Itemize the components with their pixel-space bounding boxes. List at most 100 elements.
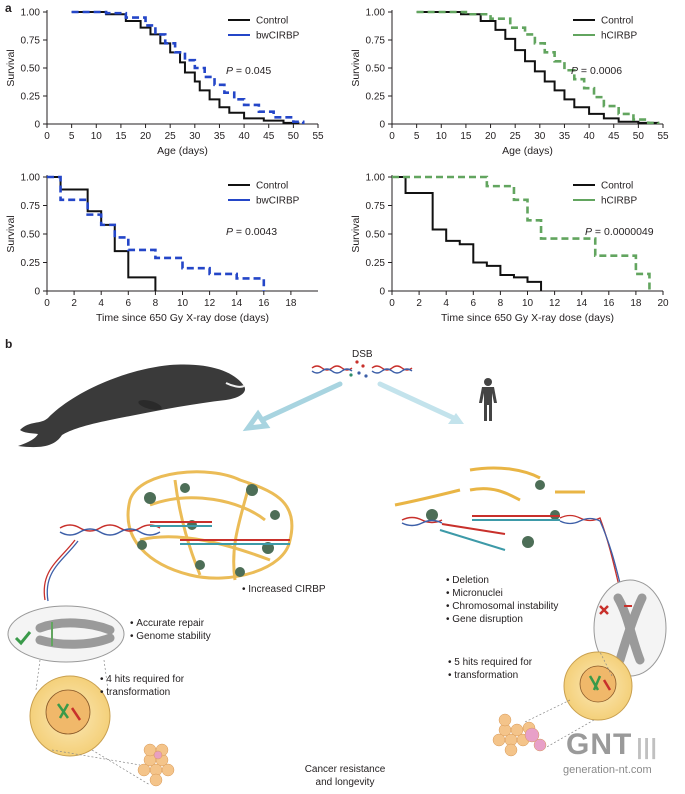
p-value-annotation: P = 0.045	[226, 65, 271, 77]
x-axis-label: Age (days)	[502, 145, 553, 157]
x-tick-label: 0	[44, 298, 50, 309]
y-tick-label: 0.50	[366, 64, 386, 75]
schematic-illustration: DSB	[7, 349, 667, 787]
watermark-logo: GNT |||	[566, 728, 658, 761]
x-axis-label: Time since 650 Gy X-ray dose (days)	[441, 312, 614, 324]
x-tick-label: 10	[177, 298, 189, 309]
bowhead-whale-image	[18, 364, 246, 448]
legend-entry: hCIRBP	[601, 196, 637, 207]
x-tick-label: 2	[416, 298, 422, 309]
x-tick-label: 30	[534, 131, 546, 142]
x-axis-label: Time since 650 Gy X-ray dose (days)	[96, 312, 269, 324]
series-line-hcirbp	[392, 175, 651, 291]
x-tick-label: 35	[214, 131, 226, 142]
p-value-annotation: P = 0.0006	[571, 65, 622, 77]
whale-hits-line: 4 hits required for	[100, 673, 184, 686]
whale-tissue-cluster	[137, 743, 175, 787]
x-tick-label: 18	[630, 298, 642, 309]
y-tick-label: 0.50	[21, 230, 41, 241]
x-tick-label: 20	[657, 298, 669, 309]
x-tick-label: 4	[98, 298, 104, 309]
outcome-caption: Cancer resistance and longevity	[304, 764, 386, 788]
human-broken-protein-fragments	[394, 466, 585, 507]
legend-entry: hCIRBP	[601, 31, 637, 42]
survival-chart-bw-xray: 0 0.25 0.50 0.75 1.00 0 2 4 6 8 10 12 14 16 18 Time sin…	[5, 173, 318, 324]
x-tick-label: 14	[576, 298, 588, 309]
x-tick-label: 30	[189, 131, 201, 142]
x-tick-label: 16	[258, 298, 270, 309]
x-tick-label: 10	[436, 131, 448, 142]
x-tick-label: 0	[389, 131, 395, 142]
cirbp-protein-clusters	[137, 483, 280, 577]
y-tick-label: 0.25	[21, 92, 41, 103]
series-line-bwcirbp	[47, 175, 266, 291]
x-tick-label: 25	[510, 131, 522, 142]
survival-chart-bw-lifespan: 0 0.25 0.50 0.75 1.00 0 5 10 15 20 25 30 35 40 45 50 55 A…	[5, 8, 324, 158]
x-tick-label: 5	[414, 131, 420, 142]
x-tick-label: 5	[69, 131, 75, 142]
y-tick-label: 0.25	[366, 92, 386, 103]
x-tick-label: 2	[71, 298, 77, 309]
panel-a-label: a	[5, 1, 12, 15]
dsb-label: DSB	[352, 349, 373, 360]
human-zoom-lines	[524, 651, 613, 749]
legend-entry: bwCIRBP	[256, 31, 300, 42]
whale-cell	[29, 675, 111, 757]
x-tick-label: 16	[603, 298, 615, 309]
human-outcome-list: Deletion Micronuclei Chromosomal instabi…	[446, 574, 558, 626]
x-tick-label: 4	[443, 298, 449, 309]
x-tick-label: 50	[288, 131, 300, 142]
y-tick-label: 1.00	[366, 8, 386, 19]
whale-hits-line: transformation	[100, 686, 184, 699]
x-tick-label: 55	[657, 131, 669, 142]
x-tick-label: 0	[389, 298, 395, 309]
increased-cirbp-label: • Increased CIRBP	[242, 584, 326, 595]
legend-entry: Control	[256, 181, 288, 192]
x-tick-label: 10	[91, 131, 103, 142]
whale-outcome-list: Accurate repair Genome stability	[130, 617, 211, 643]
human-outcome-item: Deletion	[446, 574, 558, 587]
y-tick-label: 0.50	[366, 230, 386, 241]
x-tick-label: 6	[126, 298, 132, 309]
y-tick-label: 0.75	[366, 201, 386, 212]
human-chromosome-bubble	[593, 579, 667, 677]
x-tick-label: 15	[115, 131, 127, 142]
x-tick-label: 15	[460, 131, 472, 142]
x-tick-label: 8	[153, 298, 159, 309]
human-misrepair-dna	[401, 514, 623, 592]
y-tick-label: 0.75	[366, 36, 386, 47]
whale-repair-dna	[43, 521, 290, 602]
p-value-annotation: P = 0.0000049	[585, 226, 654, 238]
y-tick-label: 0.75	[21, 201, 41, 212]
whale-chromosome-bubble	[7, 605, 125, 663]
x-tick-label: 20	[485, 131, 497, 142]
series-line-control	[416, 11, 660, 124]
x-tick-label: 8	[498, 298, 504, 309]
y-tick-label: 1.00	[366, 173, 386, 184]
human-hits-line: 5 hits required for	[448, 656, 532, 669]
series-line-control	[71, 11, 300, 124]
dsb-dna-break	[311, 360, 413, 378]
human-tissue-cluster	[492, 713, 547, 757]
watermark-site: generation-nt.com	[563, 764, 652, 776]
y-tick-label: 1.00	[21, 8, 41, 19]
y-tick-label: 0.50	[21, 64, 41, 75]
x-tick-label: 6	[471, 298, 477, 309]
survival-chart-human-xray: 0 0.25 0.50 0.75 1.00 0 2 4 6 8 10 12 14 16 18 20 Time s…	[350, 173, 669, 325]
y-tick-label: 0.25	[366, 258, 386, 269]
y-tick-label: 0	[379, 120, 385, 131]
panel-b-label: b	[5, 337, 13, 351]
x-tick-label: 20	[140, 131, 152, 142]
x-tick-label: 18	[285, 298, 297, 309]
y-tick-label: 0.75	[21, 36, 41, 47]
arrow-to-human	[377, 381, 461, 423]
x-tick-label: 40	[239, 131, 251, 142]
human-hits-note: 5 hits required for transformation	[448, 656, 532, 682]
whale-outcome-item: Accurate repair	[130, 617, 211, 630]
human-cell	[563, 651, 633, 721]
whale-outcome-item: Genome stability	[130, 630, 210, 643]
legend-entry: bwCIRBP	[256, 196, 300, 207]
p-value-annotation: P = 0.0043	[226, 226, 277, 238]
series-line-control	[392, 176, 543, 291]
human-outcome-item: Chromosomal instability	[446, 600, 558, 613]
